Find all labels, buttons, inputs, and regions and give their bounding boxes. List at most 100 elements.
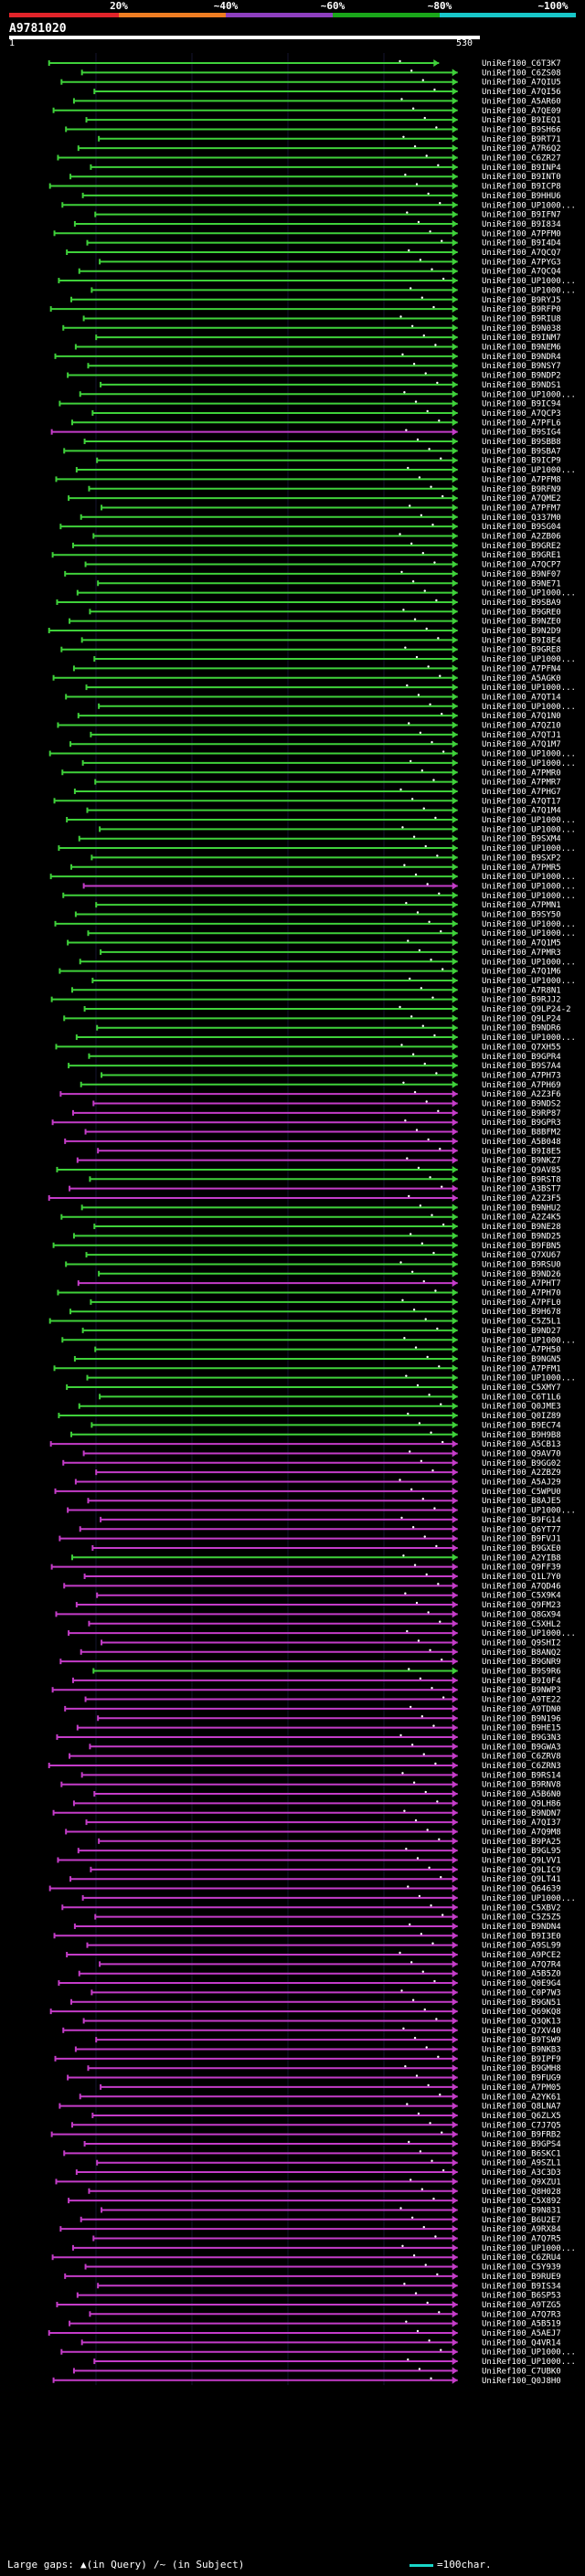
hit-row[interactable]: UniRef100_UP1000... [75, 466, 576, 475]
hit-row[interactable]: UniRef100_C7UBK0 [72, 2367, 561, 2376]
hit-row[interactable]: UniRef100_A7QD46 [63, 1582, 561, 1591]
hit-row[interactable]: UniRef100_C5XBV2 [61, 1903, 561, 1913]
hit-row[interactable]: UniRef100_UP1000... [58, 277, 576, 286]
hit-row[interactable]: UniRef100_B9GL95 [77, 1847, 561, 1856]
hit-row[interactable]: UniRef100_C6ZRN3 [48, 1762, 561, 1771]
hit-label[interactable]: UniRef100_Q4VR14 [482, 2338, 561, 2348]
hit-label[interactable]: UniRef100_Q9FF39 [482, 1564, 561, 1573]
hit-label[interactable]: UniRef100_B6SKC1 [482, 2149, 561, 2158]
hit-label[interactable]: UniRef100_A7PMN1 [482, 901, 561, 910]
hit-row[interactable]: UniRef100_A7Q1N0 [77, 712, 561, 721]
hit-label[interactable]: UniRef100_UP1000... [482, 2348, 576, 2358]
hit-label[interactable]: UniRef100_A9TZG5 [482, 2301, 561, 2310]
hit-label[interactable]: UniRef100_B9SIG4 [482, 429, 561, 438]
hit-label[interactable]: UniRef100_A2Z3F6 [482, 1090, 561, 1099]
hit-label[interactable]: UniRef100_A7QI56 [482, 88, 561, 97]
hit-label[interactable]: UniRef100_B9INP4 [482, 164, 561, 173]
hit-label[interactable]: UniRef100_B9NGN5 [482, 1355, 561, 1364]
hit-row[interactable]: UniRef100_A9SZL1 [96, 2158, 561, 2168]
hit-label[interactable]: UniRef100_B9SBA9 [482, 599, 561, 608]
hit-label[interactable]: UniRef100_B9GMH8 [482, 2064, 561, 2073]
hit-label[interactable]: UniRef100_Q9SHI2 [482, 1638, 561, 1648]
hit-label[interactable]: UniRef100_Q9LT41 [482, 1875, 561, 1884]
hit-label[interactable]: UniRef100_B9H9B8 [482, 1431, 561, 1440]
hit-label[interactable]: UniRef100_A7PMR7 [482, 779, 561, 788]
hit-row[interactable]: UniRef100_Q9XZU1 [55, 2178, 561, 2187]
hit-row[interactable]: UniRef100_Q8H028 [88, 2187, 561, 2197]
hit-row[interactable]: UniRef100_C5X9K4 [96, 1591, 561, 1601]
hit-label[interactable]: UniRef100_B8ANQ2 [482, 1648, 561, 1658]
hit-row[interactable]: UniRef100_B9NE71 [97, 579, 561, 588]
hit-row[interactable]: UniRef100_B9H9B8 [70, 1430, 561, 1440]
hit-row[interactable]: UniRef100_A7Q1M4 [86, 806, 561, 816]
hit-label[interactable]: UniRef100_B9NZE0 [482, 618, 561, 627]
hit-label[interactable]: UniRef100_B9RT71 [482, 135, 561, 144]
hit-label[interactable]: UniRef100_UP1000... [482, 390, 576, 399]
hit-label[interactable]: UniRef100_A7PM05 [482, 2083, 561, 2093]
hit-label[interactable]: UniRef100_A7Q7R5 [482, 2235, 561, 2244]
hit-row[interactable]: UniRef100_B9GG02 [62, 1458, 561, 1468]
hit-row[interactable]: UniRef100_A7PMN1 [95, 901, 561, 910]
hit-row[interactable]: UniRef100_B9RFP0 [49, 305, 561, 314]
hit-label[interactable]: UniRef100_B9NDS2 [482, 1100, 561, 1109]
hit-label[interactable]: UniRef100_A7PHT7 [482, 1279, 561, 1288]
hit-row[interactable]: UniRef100_UP1000... [71, 2243, 576, 2253]
hit-row[interactable]: UniRef100_A5B519 [69, 2319, 561, 2329]
hit-label[interactable]: UniRef100_B9N831 [482, 2206, 561, 2215]
hit-row[interactable]: UniRef100_UP1000... [81, 758, 576, 769]
hit-row[interactable]: UniRef100_UP1000... [58, 844, 576, 853]
hit-row[interactable]: UniRef100_B9EC74 [90, 1421, 561, 1430]
hit-row[interactable]: UniRef100_A7PFM7 [101, 504, 561, 513]
hit-row[interactable]: UniRef100_UP1000... [98, 702, 576, 712]
hit-row[interactable]: UniRef100_B9GRE2 [71, 541, 561, 551]
hit-label[interactable]: UniRef100_B8BFM2 [482, 1129, 561, 1138]
hit-row[interactable]: UniRef100_A7PH69 [80, 1080, 561, 1090]
hit-label[interactable]: UniRef100_A7Q9M8 [482, 1828, 561, 1837]
hit-row[interactable]: UniRef100_B9ICP9 [96, 456, 561, 466]
hit-label[interactable]: UniRef100_A7R6Q2 [482, 144, 561, 154]
hit-label[interactable]: UniRef100_B9IFN7 [482, 211, 561, 220]
hit-label[interactable]: UniRef100_C6T3K7 [482, 59, 561, 69]
hit-row[interactable]: UniRef100_B9RS14 [80, 1771, 561, 1780]
hit-label[interactable]: UniRef100_A9SL99 [482, 1942, 561, 1951]
hit-label[interactable]: UniRef100_A7R8N1 [482, 986, 561, 995]
hit-row[interactable]: UniRef100_B9RUE9 [64, 2272, 561, 2282]
hit-label[interactable]: UniRef100_B9EC74 [482, 1421, 561, 1430]
hit-row[interactable]: UniRef100_A7PH73 [101, 1071, 561, 1080]
hit-label[interactable]: UniRef100_B9NHU2 [482, 1203, 561, 1213]
hit-label[interactable]: UniRef100_B9I8E5 [482, 1147, 561, 1156]
hit-row[interactable]: UniRef100_B9GXE0 [91, 1543, 561, 1553]
hit-label[interactable]: UniRef100_A7QD46 [482, 1582, 561, 1591]
hit-row[interactable]: UniRef100_A5AR60 [72, 97, 561, 106]
hit-label[interactable]: UniRef100_A7Q7R4 [482, 1960, 561, 1969]
hit-row[interactable]: UniRef100_C6T3K7 [48, 59, 561, 69]
hit-label[interactable]: UniRef100_B9IS34 [482, 2282, 561, 2291]
hit-row[interactable]: UniRef100_A3C3D3 [75, 2168, 561, 2178]
hit-row[interactable]: UniRef100_B6U2E7 [80, 2215, 561, 2225]
hit-row[interactable]: UniRef100_A5B5Z0 [78, 1969, 561, 1979]
hit-row[interactable]: UniRef100_A7QCP7 [84, 560, 561, 570]
hit-label[interactable]: UniRef100_B9ICP8 [482, 183, 561, 192]
hit-label[interactable]: UniRef100_A7PYG3 [482, 258, 561, 267]
hit-label[interactable]: UniRef100_UP1000... [482, 1507, 576, 1516]
hit-label[interactable]: UniRef100_B9SXP2 [482, 853, 561, 863]
hit-label[interactable]: UniRef100_B9FVJ1 [482, 1535, 561, 1544]
hit-row[interactable]: UniRef100_Q8LNA7 [58, 2102, 561, 2112]
hit-row[interactable]: UniRef100_A9PCE2 [66, 1951, 561, 1960]
hit-label[interactable]: UniRef100_Q3QK13 [482, 2017, 561, 2026]
hit-label[interactable]: UniRef100_B9GNR9 [482, 1658, 561, 1667]
hit-label[interactable]: UniRef100_B9RST8 [482, 1175, 561, 1184]
hit-row[interactable]: UniRef100_B9GPR4 [88, 1052, 561, 1062]
hit-label[interactable]: UniRef100_Q0JME3 [482, 1403, 561, 1412]
hit-label[interactable]: UniRef100_Q337M0 [482, 514, 561, 523]
hit-label[interactable]: UniRef100_A7Q1M7 [482, 740, 561, 749]
hit-row[interactable]: UniRef100_UP1000... [81, 1893, 576, 1903]
hit-label[interactable]: UniRef100_B9RYJ5 [482, 296, 561, 305]
hit-label[interactable]: UniRef100_UP1000... [482, 1336, 576, 1345]
hit-label[interactable]: UniRef100_Q9FM23 [482, 1601, 561, 1610]
hit-row[interactable]: UniRef100_A7PFM8 [55, 475, 561, 484]
hit-row[interactable]: UniRef100_B9NF07 [64, 569, 561, 579]
hit-label[interactable]: UniRef100_C5Z5Z5 [482, 1913, 561, 1923]
hit-label[interactable]: UniRef100_C5X892 [482, 2197, 561, 2206]
hit-label[interactable]: UniRef100_B9ND26 [482, 1270, 561, 1279]
